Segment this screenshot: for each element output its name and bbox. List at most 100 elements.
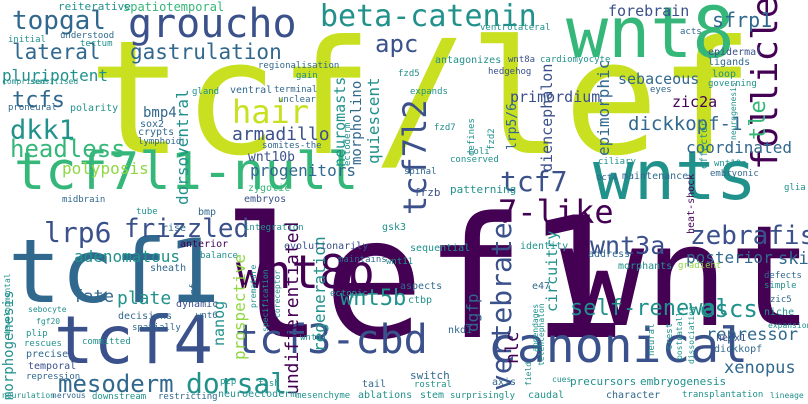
word-adenomatous: adenomatous [74, 247, 180, 266]
word-gland: gland [192, 87, 220, 97]
word-tcf7l1-null: tcf7l1-null [14, 142, 359, 202]
word-hedgehog: hedgehog [488, 67, 532, 77]
word-terminal: terminal [274, 85, 318, 95]
word-aspects: aspects [400, 281, 443, 292]
word-armadillo: armadillo [232, 124, 330, 145]
word-prospective: prospective [230, 254, 249, 360]
word-precise: precise [26, 349, 69, 360]
word-expansion: expansion [768, 321, 808, 330]
word-dorsoventral: dorsoventral [173, 89, 192, 205]
word-developmental: developmental [3, 273, 12, 336]
word-understood: understood [60, 31, 115, 41]
word-topgal: topgal [12, 6, 106, 36]
word-ventrolateral: ventrolateral [480, 23, 551, 33]
word-dynamic: dynamic [176, 299, 219, 310]
word-beta-catenin: beta-catenin [320, 0, 537, 34]
word-hair: hair [232, 93, 310, 131]
word-forebrain: forebrain [608, 2, 690, 20]
word-lymphoid: lymphoid [138, 137, 182, 147]
word-character: character [606, 390, 661, 401]
word-telencephalon: telencephalon [537, 303, 546, 366]
word-tcf3-cbd: tcf3-cbd [235, 317, 428, 363]
word-bmp: bmp [198, 207, 217, 218]
word-wnt11: wnt11 [386, 257, 414, 267]
word-frizzled: frizzled [124, 214, 250, 244]
word-wnt8a: wnt8a [508, 55, 536, 65]
word-governing: governing [708, 79, 757, 89]
word-crest: crest [665, 322, 675, 350]
word-spatially: spatially [132, 323, 181, 333]
word-embryos: embryos [244, 194, 287, 205]
word-antagonizes: antagonizes [435, 55, 502, 66]
word-downstream: downstream [92, 392, 147, 402]
word-tube: tube [136, 207, 158, 217]
word-pluripotent: pluripotent [2, 66, 108, 85]
word-wnt: wnt [560, 196, 808, 359]
word-tcfs: tcfs [12, 88, 65, 113]
word-pcp: pcp [220, 377, 237, 387]
word-rostral: rostral [414, 380, 452, 390]
word-spatiotemporal: spatiotemporal [123, 0, 225, 14]
word-gain: gain [296, 71, 318, 81]
word-self-renewal: self-renewal [570, 296, 729, 321]
word-e47: e47 [532, 281, 551, 292]
word-sox2: sox2 [140, 119, 165, 130]
word-escs: escs [700, 295, 758, 323]
word-tectum: tectum [80, 39, 113, 49]
word-field: field [524, 361, 533, 386]
word-committed: committed [82, 337, 131, 347]
word-wnt3a: wnt3a [590, 231, 666, 260]
word-maintains: maintains [338, 255, 387, 265]
word-maintenance: maintenance [622, 171, 689, 182]
word-caudal: caudal [528, 390, 565, 401]
word-tle: tle [746, 100, 771, 140]
word-sebaceous: sebaceous [618, 70, 700, 88]
word-bmp4: bmp4 [143, 105, 177, 121]
word-diencephalon: diencephalon [538, 63, 556, 172]
word-heat-shock: heat-shock [686, 173, 697, 234]
word-wnt10a: wnt10a [714, 159, 747, 169]
word-wnts: wnts [593, 137, 757, 216]
word-tcf-lef: tcf/lef [88, 7, 754, 191]
word-mesenchyme: mesenchyme [296, 391, 351, 401]
word-dissociating: dissociating [687, 306, 696, 364]
word-loop: loop [712, 69, 737, 80]
word-proneural: proneural [8, 103, 57, 113]
word-morphants: morphants [618, 261, 673, 272]
word-ctbp: ctbp [408, 295, 433, 306]
word-expands: expands [410, 87, 448, 97]
word-fgf: fgf [189, 283, 199, 300]
word-axis: axis [492, 377, 517, 388]
word-dickkopf: dickkopf [714, 344, 763, 355]
word-nervous: nervous [52, 391, 86, 400]
word-initial: initial [8, 35, 46, 45]
word-wnt8b: wnt8b [236, 245, 375, 299]
word-simple: simple [764, 281, 797, 291]
word-plip: plip [26, 329, 48, 339]
word-premature: premature [249, 264, 258, 308]
word-identity: identity [520, 241, 569, 252]
word-skin: skin [778, 249, 808, 269]
word-evolutionarily: evolutionarily [284, 241, 369, 252]
word-anterior: anterior [180, 239, 229, 250]
word-tcf7: tcf7 [500, 165, 568, 198]
word-groucho: groucho [128, 1, 297, 47]
word-cues: cues [552, 375, 572, 384]
word-reiterative: reiterative [58, 0, 131, 13]
word-niche: niche [764, 307, 795, 318]
word-lateral: lateral [12, 40, 101, 64]
word-apc: apc [375, 30, 419, 58]
word-unclear: unclear [278, 95, 316, 105]
word-specification: specification [261, 269, 270, 332]
word-coli: coli [468, 147, 490, 157]
word-zygotic: zygotic [248, 183, 291, 194]
word-nkd1: nkd1 [448, 325, 473, 336]
word-coreceptor: coreceptor [273, 269, 282, 318]
word-wnt5b: wnt5b [340, 286, 407, 311]
word-comprised: comprised [2, 77, 46, 86]
word-sensitised: sensitised [30, 77, 79, 86]
word-ventral: ventral [230, 85, 273, 96]
word-patterning: patterning [450, 183, 517, 196]
word-embryonic: embryonic [710, 169, 759, 179]
